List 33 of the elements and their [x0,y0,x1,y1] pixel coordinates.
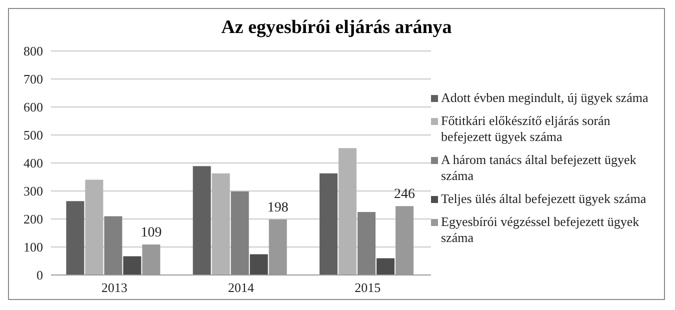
data-label: 198 [267,200,288,216]
legend-label: Főtitkári előkészítő eljárás során befejezett ügyek száma [441,112,612,144]
bar [230,192,249,275]
bar [250,254,268,275]
x-tick-label: 2014 [228,280,254,296]
bar [320,173,338,275]
bar [123,256,142,275]
legend-label: Egyesbírói végzéssel befejezett ügyek száma [441,214,640,246]
data-label: 109 [140,225,162,240]
y-tick-label: 600 [24,100,43,115]
bar [376,258,395,275]
bar [104,216,122,275]
legend-label: Teljes ülés által befejezett ügyek száma [441,190,646,206]
legend-label: Adott évben megindult, új ügyek száma [441,90,648,106]
x-tick-label: 2015 [354,280,381,296]
y-tick-label: 200 [24,212,43,227]
bar [85,180,104,275]
y-tick-label: 400 [24,156,43,171]
y-tick-label: 500 [24,128,43,143]
data-label: 246 [394,187,416,202]
bar [212,173,230,275]
y-tick-label: 800 [24,44,43,59]
y-tick-label: 700 [24,72,43,87]
x-tick-label: 2013 [101,280,128,296]
chart-title: Az egyesbírói eljárás aránya [220,17,453,40]
bar [66,201,84,275]
bar [192,166,211,275]
y-tick-label: 300 [24,184,43,199]
legend-label: A három tanács által befejezett ügyek száma [441,152,638,184]
y-tick-label: 0 [36,268,43,283]
bar [358,212,376,275]
bar [338,148,357,275]
y-tick-label: 100 [24,240,43,255]
